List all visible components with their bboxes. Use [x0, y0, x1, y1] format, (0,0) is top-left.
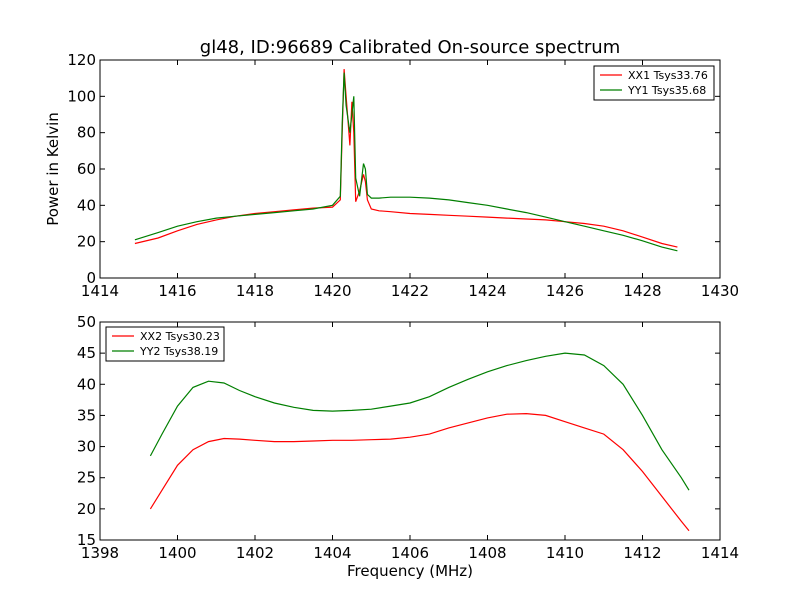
legend-label: YY2 Tsys38.19 [139, 345, 218, 358]
x-tick-label: 1404 [313, 544, 351, 562]
y-tick-label: 50 [77, 313, 96, 331]
x-tick-label: 1400 [158, 544, 196, 562]
y-tick-label: 40 [77, 375, 96, 393]
y-tick-label: 40 [77, 196, 96, 214]
y-tick-label: 60 [77, 160, 96, 178]
bottom-plot: 1398 1400 1402 1404 1406 1408 1410 1412 1414 15 20… [77, 313, 739, 580]
y-tick-label: 30 [77, 438, 96, 456]
y-tick-label: 0 [86, 269, 96, 287]
series-line-1 [134, 69, 678, 248]
x-tick-label: 1414 [701, 544, 739, 562]
top-plot-ylabel: Power in Kelvin [44, 112, 62, 226]
x-tick-label: 1428 [623, 282, 661, 300]
y-tick-label: 80 [77, 124, 96, 142]
y-tick-label: 25 [77, 469, 96, 487]
bottom-plot-legend: XX2 Tsys30.23 YY2 Tsys38.19 [105, 326, 225, 362]
figure-title: gl48, ID:96689 Calibrated On-source spec… [200, 37, 620, 58]
legend-label: XX1 Tsys33.76 [628, 69, 708, 82]
y-tick-label: 45 [77, 344, 96, 362]
x-tick-label: 1418 [236, 282, 274, 300]
top-plot: 1414 1416 1418 1420 1422 1424 1426 1428 1430 0 20 4… [44, 51, 739, 300]
x-tick-label: 1424 [468, 282, 506, 300]
top-plot-lines [134, 69, 678, 252]
x-tick-label: 1412 [623, 544, 661, 562]
top-plot-ticks: 1414 1416 1418 1420 1422 1424 1426 1428 1430 0 20 4… [67, 51, 739, 300]
legend-label: YY1 Tsys35.68 [627, 84, 706, 97]
y-tick-label: 120 [67, 51, 96, 69]
series-line-2 [149, 352, 690, 491]
bottom-plot-ticks: 1398 1400 1402 1404 1406 1408 1410 1412 1414 15 20… [77, 313, 739, 562]
x-tick-label: 1420 [313, 282, 351, 300]
legend-box [105, 326, 225, 362]
top-plot-legend: XX1 Tsys33.76 YY1 Tsys35.68 [593, 65, 715, 101]
x-tick-label: 1406 [391, 544, 429, 562]
x-tick-label: 1402 [236, 544, 274, 562]
x-tick-label: 1414 [81, 282, 119, 300]
legend-box [593, 65, 715, 101]
x-tick-label: 1410 [546, 544, 584, 562]
y-tick-label: 20 [77, 500, 96, 518]
y-tick-label: 15 [77, 531, 96, 549]
x-tick-label: 1398 [81, 544, 119, 562]
bottom-plot-lines [149, 352, 690, 532]
x-tick-label: 1408 [468, 544, 506, 562]
bottom-plot-xlabel: Frequency (MHz) [347, 562, 473, 580]
y-tick-label: 35 [77, 406, 96, 424]
x-tick-label: 1422 [391, 282, 429, 300]
x-tick-label: 1416 [158, 282, 196, 300]
x-tick-label: 1426 [546, 282, 584, 300]
series-line-2 [134, 72, 678, 252]
y-tick-label: 20 [77, 233, 96, 251]
x-tick-label: 1430 [701, 282, 739, 300]
series-line-1 [149, 412, 690, 532]
legend-label: XX2 Tsys30.23 [140, 330, 220, 343]
y-tick-label: 100 [67, 87, 96, 105]
